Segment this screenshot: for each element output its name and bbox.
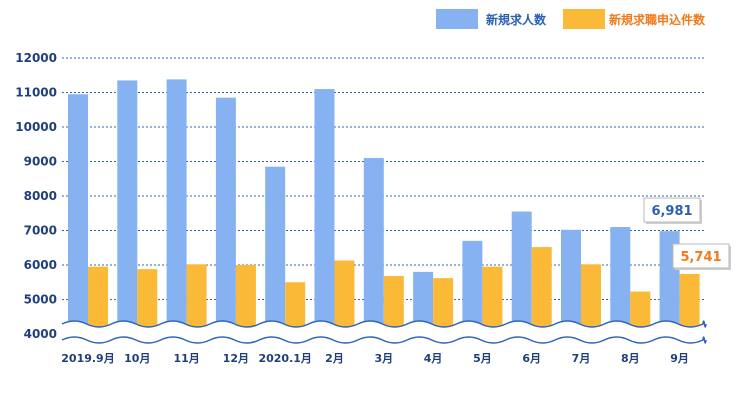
- bar-job-openings: [117, 80, 138, 334]
- bar-job-applications: [531, 247, 552, 334]
- bar-job-openings: [413, 271, 434, 334]
- bar-job-openings: [363, 158, 384, 334]
- bar-job-openings: [462, 240, 483, 334]
- y-tick-label: 4000: [24, 327, 57, 341]
- x-tick-label: 5月: [473, 352, 492, 365]
- bar-job-openings: [265, 166, 286, 334]
- bar-job-applications: [285, 282, 306, 334]
- x-tick-label: 10月: [124, 352, 150, 365]
- axis-break-wave: [61, 336, 707, 344]
- x-tick-label: 2020.1月: [258, 352, 311, 365]
- bar-job-applications: [186, 264, 207, 334]
- bar-job-openings: [511, 211, 532, 334]
- legend: 新規求人数 新規求職申込件数: [436, 9, 706, 29]
- y-tick-label: 10000: [15, 120, 57, 134]
- x-tick-label: 12月: [223, 352, 249, 365]
- axis-break-band: [62, 321, 706, 343]
- x-tick-label: 2019.9月: [61, 352, 114, 365]
- bar-job-applications: [137, 269, 158, 334]
- x-tick-label: 8月: [621, 352, 640, 365]
- x-tick-label: 2月: [325, 352, 344, 365]
- bar-job-openings: [314, 89, 335, 334]
- bar-job-applications: [334, 260, 355, 334]
- axis-break: [61, 320, 707, 344]
- legend-swatch: [436, 9, 478, 29]
- bars: [68, 79, 700, 334]
- x-tick-label: 11月: [173, 352, 199, 365]
- bar-job-applications: [383, 276, 404, 334]
- callout-value: 6,981: [651, 204, 692, 219]
- x-tick-label: 9月: [670, 352, 689, 365]
- legend-label: 新規求職申込件数: [609, 12, 706, 27]
- bar-job-applications: [433, 278, 454, 334]
- bar-job-openings: [215, 97, 236, 334]
- legend-swatch: [563, 9, 605, 29]
- y-tick-label: 12000: [15, 51, 57, 65]
- bar-job-openings: [610, 227, 631, 334]
- x-tick-label: 4月: [424, 352, 443, 365]
- y-tick-label: 6000: [24, 258, 57, 272]
- callout-value: 5,741: [680, 250, 721, 265]
- callouts: 6,981 5,741: [643, 197, 731, 270]
- axis-break-wave: [61, 320, 707, 328]
- x-tick-label: 3月: [374, 352, 393, 365]
- y-tick-label: 5000: [24, 293, 57, 307]
- callout-box: [643, 197, 701, 223]
- bar-job-applications: [679, 273, 700, 334]
- y-tick-label: 11000: [15, 86, 57, 100]
- bar-job-applications: [88, 266, 108, 334]
- bar-job-openings: [68, 94, 88, 334]
- bar-job-applications: [235, 265, 256, 334]
- bar-job-openings: [166, 79, 187, 334]
- callout-box: [672, 243, 730, 269]
- y-axis-ticks: 4000 5000 6000 7000 8000 9000 10000 11000 12000: [15, 51, 57, 341]
- bar-job-applications: [482, 266, 503, 334]
- x-axis-labels: 2019.9月 10月 11月 12月 2020.1月 2月 3月 4月 5月 6月 7月 8月 9月: [61, 352, 689, 365]
- legend-label: 新規求人数: [486, 12, 547, 27]
- x-tick-label: 6月: [522, 352, 541, 365]
- x-tick-label: 7月: [572, 352, 591, 365]
- y-tick-label: 9000: [24, 155, 57, 169]
- y-tick-label: 8000: [24, 189, 57, 203]
- bar-job-applications: [581, 264, 601, 334]
- y-tick-label: 7000: [24, 224, 57, 238]
- bar-job-openings: [561, 229, 581, 334]
- bar-job-applications: [630, 291, 651, 334]
